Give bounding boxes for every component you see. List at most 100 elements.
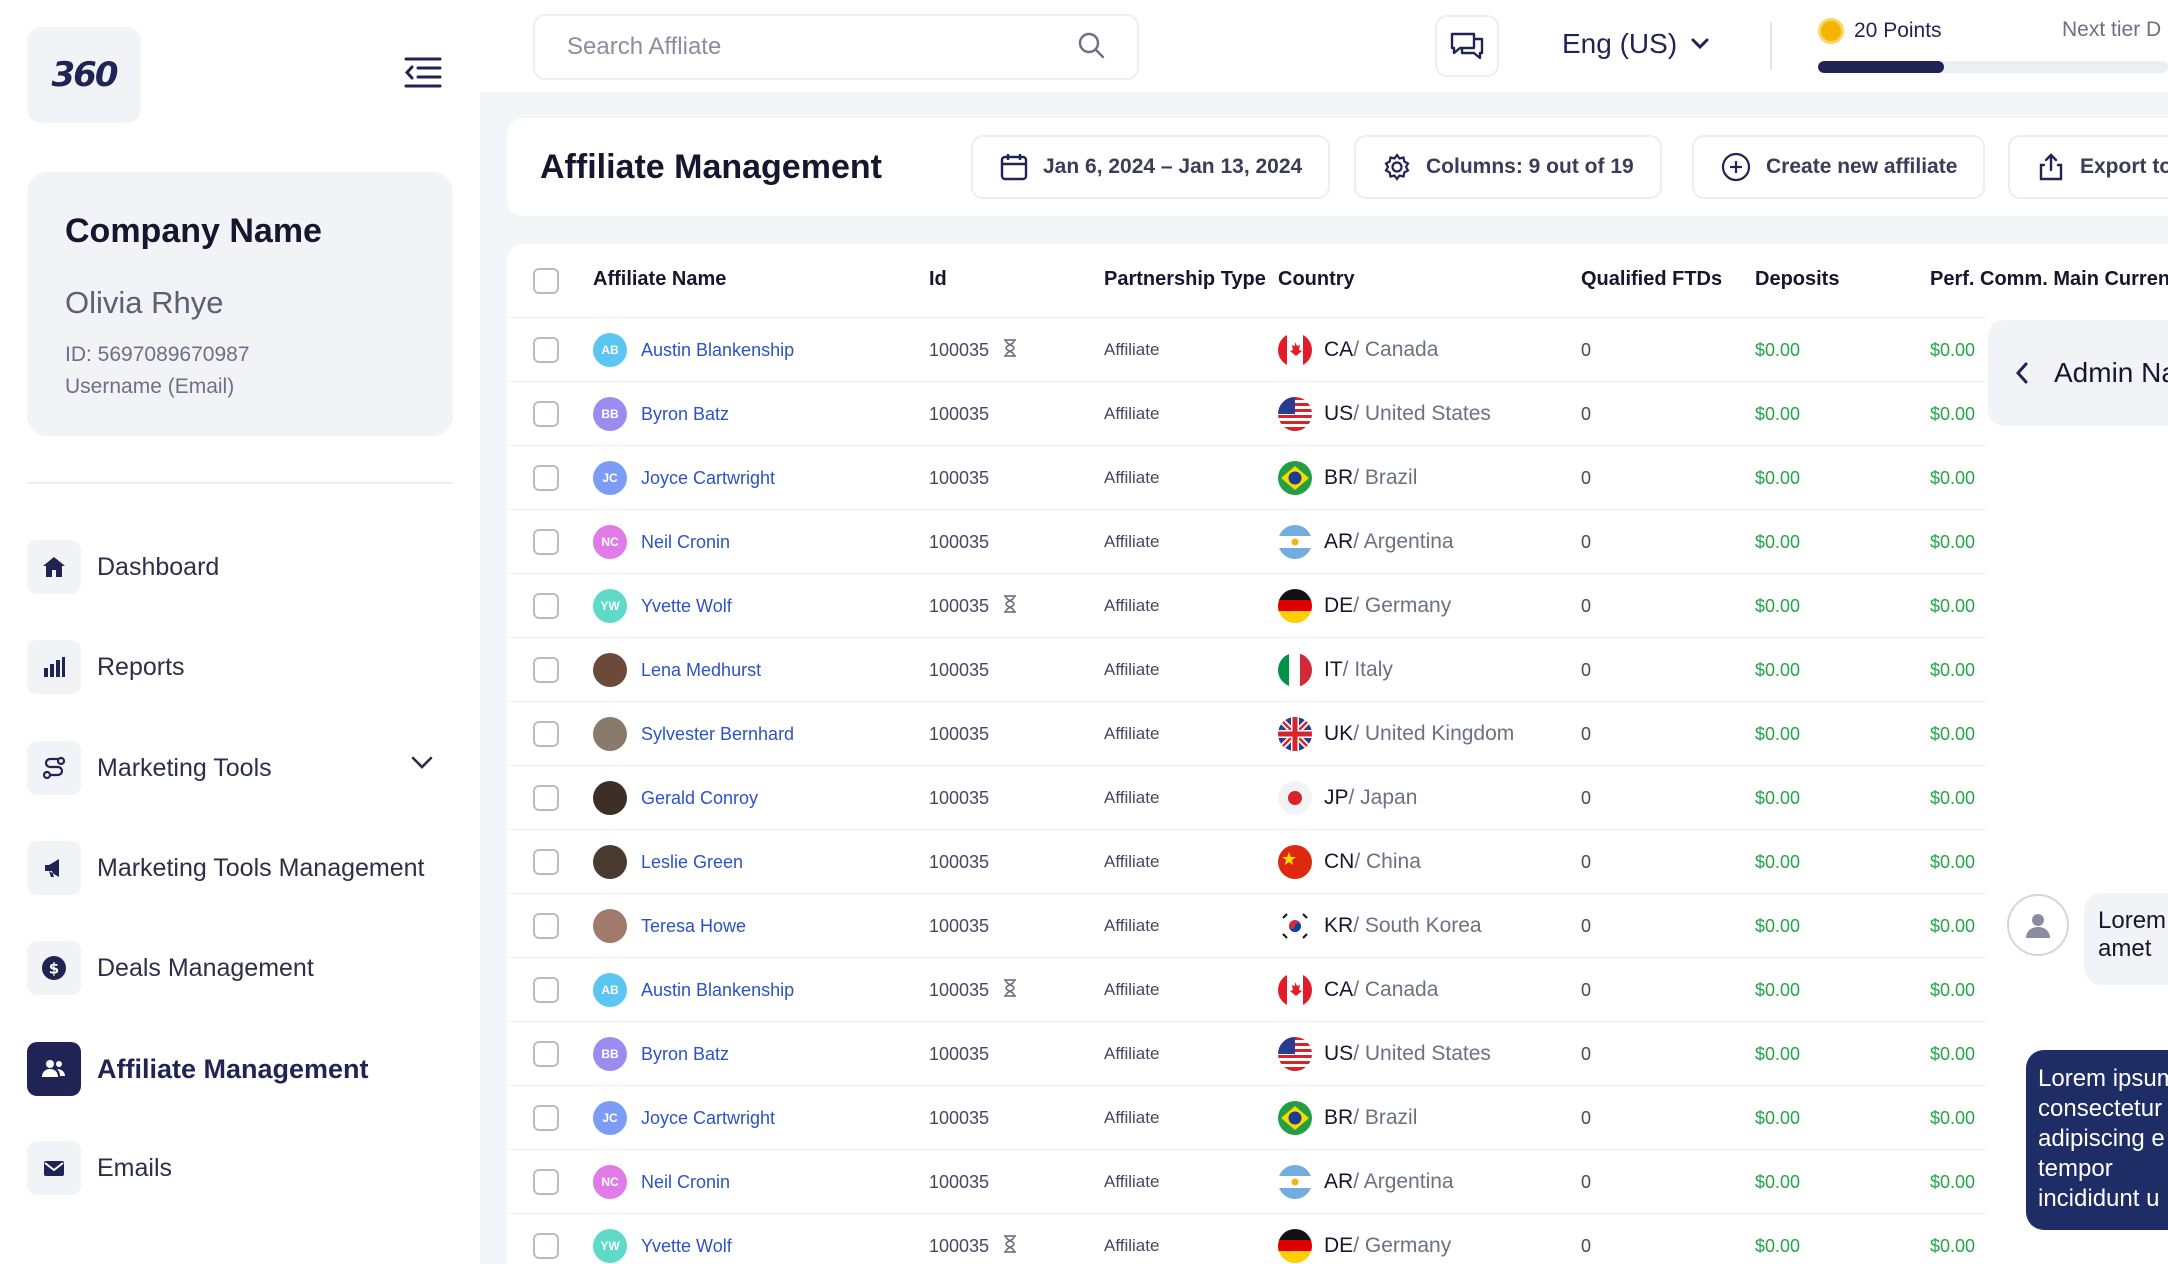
table-row[interactable]: Lena Medhurst 100035 Affiliate IT / Italy 0 $0… bbox=[507, 637, 1987, 701]
columns-label: Columns: 9 out of 19 bbox=[1426, 155, 1634, 178]
column-header-partnership-type[interactable]: Partnership Type bbox=[1104, 268, 1266, 290]
points-badge[interactable]: 20 Points bbox=[1818, 18, 1942, 44]
row-checkbox[interactable] bbox=[533, 913, 559, 939]
sidebar-item-reports[interactable]: Reports bbox=[27, 639, 453, 695]
export-button[interactable]: Export to bbox=[2008, 135, 2168, 199]
sidebar-item-dashboard[interactable]: Dashboard bbox=[27, 539, 453, 595]
row-checkbox[interactable] bbox=[533, 657, 559, 683]
affiliate-name-cell: BB Byron Batz bbox=[593, 1022, 729, 1086]
row-checkbox[interactable] bbox=[533, 401, 559, 427]
affiliate-name-link[interactable]: Teresa Howe bbox=[641, 915, 747, 936]
column-header-affiliate-name[interactable]: Affiliate Name bbox=[593, 268, 727, 290]
affiliate-name-link[interactable]: Byron Batz bbox=[641, 403, 730, 424]
row-checkbox[interactable] bbox=[533, 721, 559, 747]
affiliate-name-link[interactable]: Yvette Wolf bbox=[641, 1235, 732, 1256]
chevron-down-icon[interactable] bbox=[411, 756, 433, 775]
admin-panel[interactable]: Admin Na bbox=[1988, 320, 2168, 426]
sidebar-item-marketing-tools-management[interactable]: Marketing Tools Management bbox=[27, 840, 453, 896]
country-cell: AR / Argentina bbox=[1278, 510, 1454, 574]
table-row[interactable]: JC Joyce Cartwright 100035 Affiliate BR / Bra… bbox=[507, 445, 1987, 509]
deposits: $0.00 bbox=[1755, 467, 1801, 488]
search-input[interactable] bbox=[567, 33, 1077, 61]
date-range-button[interactable]: Jan 6, 2024 – Jan 13, 2024 bbox=[971, 135, 1331, 199]
row-checkbox[interactable] bbox=[533, 1169, 559, 1195]
affiliate-name-link[interactable]: Joyce Cartwright bbox=[641, 467, 776, 488]
affiliate-name-link[interactable]: Neil Cronin bbox=[641, 1171, 731, 1192]
partnership-type: Affiliate bbox=[1104, 596, 1160, 615]
column-header-country[interactable]: Country bbox=[1278, 268, 1355, 290]
affiliate-name-link[interactable]: Austin Blankenship bbox=[641, 979, 795, 1000]
row-checkbox[interactable] bbox=[533, 337, 559, 363]
column-header-deposits[interactable]: Deposits bbox=[1755, 268, 1840, 290]
search-icon[interactable] bbox=[1077, 31, 1105, 64]
table-row[interactable]: YW Yvette Wolf 100035 Affiliate DE / Germany 0… bbox=[507, 1213, 1987, 1264]
affiliate-name-link[interactable]: Joyce Cartwright bbox=[641, 1107, 776, 1128]
table-row[interactable]: NC Neil Cronin 100035 Affiliate AR / Argentin… bbox=[507, 1149, 1987, 1213]
row-checkbox[interactable] bbox=[533, 1105, 559, 1131]
partnership-type: Affiliate bbox=[1104, 660, 1160, 679]
company-name: Company Name bbox=[65, 212, 322, 250]
row-checkbox[interactable] bbox=[533, 785, 559, 811]
table-row[interactable]: Leslie Green 100035 Affiliate CN / China 0 $0.… bbox=[507, 829, 1987, 893]
table-row[interactable]: AB Austin Blankenship 100035 Affiliate CA / C… bbox=[507, 317, 1987, 381]
columns-button[interactable]: Columns: 9 out of 19 bbox=[1354, 135, 1662, 199]
column-header-perf-comm[interactable]: Perf. Comm. Main Currency bbox=[1930, 268, 2168, 290]
partnership-type: Affiliate bbox=[1104, 916, 1160, 935]
table-row[interactable]: Teresa Howe 100035 Affiliate KR / South Kore… bbox=[507, 893, 1987, 957]
row-checkbox[interactable] bbox=[533, 529, 559, 555]
chat-message-outgoing: Lorem ipsum consectetur adipiscing e tem… bbox=[2026, 1050, 2168, 1230]
collapse-menu-icon[interactable] bbox=[402, 55, 454, 95]
create-affiliate-button[interactable]: Create new affiliate bbox=[1692, 135, 1986, 199]
sidebar-item-marketing-tools[interactable]: Marketing Tools bbox=[27, 740, 453, 796]
chevron-left-icon[interactable] bbox=[2014, 361, 2030, 385]
country-cell: JP / Japan bbox=[1278, 766, 1417, 830]
table-row[interactable]: BB Byron Batz 100035 Affiliate US / United St… bbox=[507, 1021, 1987, 1085]
row-checkbox[interactable] bbox=[533, 849, 559, 875]
avatar-initials: NC bbox=[601, 535, 619, 549]
sidebar-item-deals-management[interactable]: $ Deals Management bbox=[27, 940, 453, 996]
perf-comm: $0.00 bbox=[1930, 467, 1976, 488]
flag-ar-icon bbox=[1278, 1165, 1312, 1199]
table-row[interactable]: YW Yvette Wolf 100035 Affiliate DE / Germany 0… bbox=[507, 573, 1987, 637]
affiliate-name-link[interactable]: Yvette Wolf bbox=[641, 595, 732, 616]
table-row[interactable]: NC Neil Cronin 100035 Affiliate AR / Argentin… bbox=[507, 509, 1987, 573]
affiliate-name-link[interactable]: Leslie Green bbox=[641, 851, 744, 872]
country-code: AR bbox=[1324, 1170, 1354, 1193]
affiliate-id: 100035 bbox=[929, 1107, 990, 1128]
affiliate-name-link[interactable]: Gerald Conroy bbox=[641, 787, 759, 808]
country-cell: US / United States bbox=[1278, 1022, 1491, 1086]
row-checkbox[interactable] bbox=[533, 593, 559, 619]
partnership-type: Affiliate bbox=[1104, 1172, 1160, 1191]
column-header-id[interactable]: Id bbox=[929, 268, 947, 290]
sidebar-item-affiliate-management[interactable]: Affiliate Management bbox=[27, 1041, 453, 1097]
avatar-initials: AB bbox=[601, 983, 619, 997]
affiliate-id: 100035 bbox=[929, 403, 990, 424]
table-row[interactable]: JC Joyce Cartwright 100035 Affiliate BR / Bra… bbox=[507, 1085, 1987, 1149]
affiliate-name-link[interactable]: Neil Cronin bbox=[641, 531, 731, 552]
hourglass-icon bbox=[1003, 1234, 1017, 1258]
table-row[interactable]: AB Austin Blankenship 100035 Affiliate CA / C… bbox=[507, 957, 1987, 1021]
flag-us-icon bbox=[1278, 1037, 1312, 1071]
row-checkbox[interactable] bbox=[533, 1041, 559, 1067]
messages-icon[interactable] bbox=[1435, 15, 1499, 77]
row-checkbox[interactable] bbox=[533, 1233, 559, 1259]
sidebar-item-emails[interactable]: Emails bbox=[27, 1140, 453, 1196]
search-box[interactable] bbox=[533, 14, 1139, 80]
route-icon bbox=[27, 741, 81, 795]
table-row[interactable]: Sylvester Bernhard 100035 Affiliate UK / Uni… bbox=[507, 701, 1987, 765]
id-cell: 100035 bbox=[929, 1150, 989, 1214]
country-name: / Japan bbox=[1348, 786, 1418, 809]
row-checkbox[interactable] bbox=[533, 977, 559, 1003]
table-row[interactable]: Gerald Conroy 100035 Affiliate JP / Japan 0 $0… bbox=[507, 765, 1987, 829]
affiliate-name-link[interactable]: Byron Batz bbox=[641, 1043, 730, 1064]
affiliate-name-link[interactable]: Sylvester Bernhard bbox=[641, 723, 795, 744]
affiliate-name-link[interactable]: Lena Medhurst bbox=[641, 659, 762, 680]
table-row[interactable]: BB Byron Batz 100035 Affiliate US / United St… bbox=[507, 381, 1987, 445]
affiliate-name-link[interactable]: Austin Blankenship bbox=[641, 339, 795, 360]
select-all-checkbox[interactable] bbox=[533, 268, 559, 294]
row-checkbox[interactable] bbox=[533, 465, 559, 491]
language-selector[interactable]: Eng (US) bbox=[1562, 28, 1709, 60]
logo[interactable]: 360 bbox=[27, 27, 141, 123]
column-header-qualified-ftds[interactable]: Qualified FTDs bbox=[1581, 268, 1723, 290]
next-tier-label: Next tier D bbox=[2062, 18, 2162, 41]
